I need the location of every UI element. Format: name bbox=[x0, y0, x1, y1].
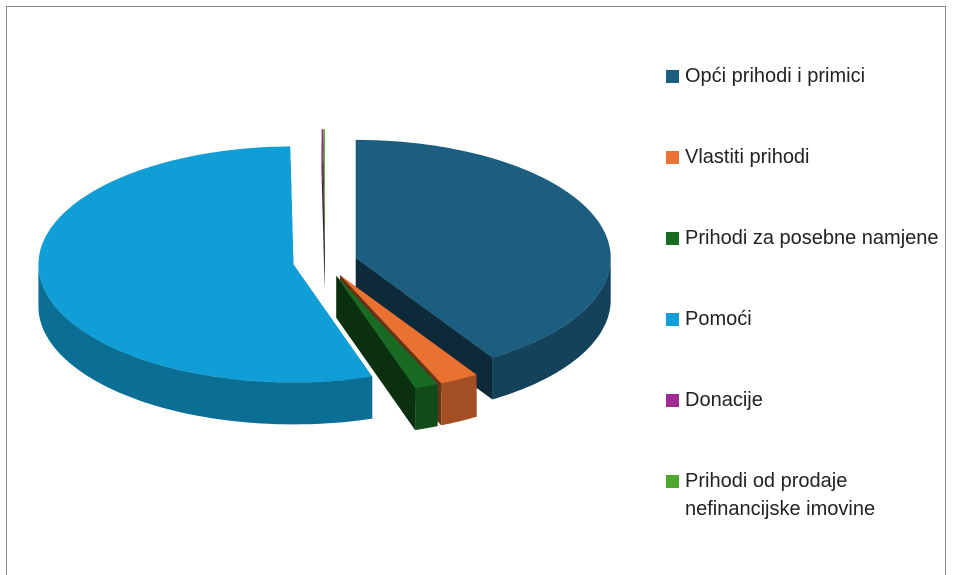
slice-top bbox=[336, 275, 438, 389]
slice bbox=[336, 275, 438, 431]
slice-wall bbox=[323, 129, 325, 290]
legend-label: Opći prihodi i primici bbox=[685, 65, 866, 87]
legend-item: Donacije bbox=[666, 386, 941, 467]
legend: Opći prihodi i primici Vlastiti prihodi Pr… bbox=[666, 62, 941, 548]
slice-top bbox=[340, 275, 477, 384]
slice-wall bbox=[336, 275, 416, 431]
legend-item: Vlastiti prihodi bbox=[666, 143, 941, 224]
slice-top bbox=[38, 146, 373, 383]
legend-swatch bbox=[666, 151, 679, 164]
legend-label: Prihodi za posebne namjene bbox=[685, 227, 939, 249]
slice bbox=[323, 129, 325, 290]
legend-item: Prihodi za posebne namjene bbox=[666, 224, 941, 305]
slice-side bbox=[492, 257, 611, 400]
slice-wall bbox=[321, 129, 325, 290]
legend-item: Opći prihodi i primici bbox=[666, 62, 941, 143]
legend-item: Pomoći bbox=[666, 305, 941, 386]
slice-side bbox=[441, 374, 477, 426]
slice-top bbox=[323, 129, 325, 248]
chart-frame bbox=[6, 6, 946, 575]
slice-side bbox=[38, 264, 373, 425]
legend-swatch bbox=[666, 475, 679, 488]
pie-area bbox=[38, 129, 611, 431]
legend-label: Donacije bbox=[685, 389, 763, 411]
legend-swatch bbox=[666, 394, 679, 407]
legend-item: Prihodi od prodaje nefinancijske imovine bbox=[666, 467, 941, 548]
legend-swatch bbox=[666, 70, 679, 83]
legend-label: Pomoći bbox=[685, 308, 752, 330]
legend-label: Prihodi od prodaje nefinancijske imovine bbox=[685, 470, 876, 520]
legend-swatch bbox=[666, 232, 679, 245]
legend-label: Vlastiti prihodi bbox=[685, 146, 810, 168]
slice bbox=[38, 146, 373, 425]
slice-side bbox=[415, 384, 438, 431]
slice-top bbox=[355, 139, 611, 358]
slice-top bbox=[321, 129, 325, 248]
legend-swatch bbox=[666, 313, 679, 326]
